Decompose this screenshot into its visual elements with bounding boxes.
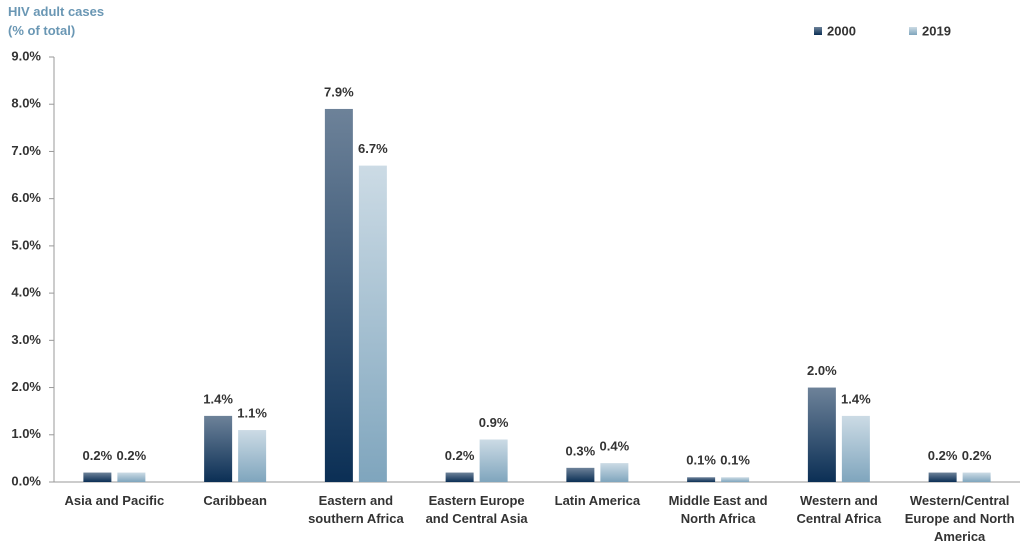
bar	[841, 415, 870, 482]
bar	[807, 387, 836, 482]
bar	[687, 477, 716, 482]
value-label: 0.2%	[928, 448, 958, 463]
y-tick-label: 8.0%	[11, 96, 41, 111]
x-tick-label: Asia and Pacific	[64, 493, 165, 508]
bar	[479, 439, 508, 482]
y-tick-label: 0.0%	[11, 473, 41, 488]
value-label: 0.2%	[117, 448, 147, 463]
y-tick-label: 6.0%	[11, 190, 41, 205]
bar	[928, 472, 957, 482]
value-label: 1.4%	[203, 391, 233, 406]
y-tick-label: 1.0%	[11, 426, 41, 441]
value-label: 0.2%	[445, 448, 475, 463]
value-label: 0.3%	[566, 443, 596, 458]
chart-subtitle: (% of total)	[8, 23, 76, 38]
y-tick-label: 3.0%	[11, 332, 41, 347]
y-tick-label: 5.0%	[11, 237, 41, 252]
value-label: 0.2%	[83, 448, 113, 463]
legend-swatch	[814, 27, 822, 35]
x-tick-label: Western and Central Africa	[796, 493, 882, 526]
bar	[324, 108, 353, 482]
bar	[238, 430, 267, 482]
bar	[83, 472, 112, 482]
bar	[204, 415, 233, 482]
y-tick-label: 9.0%	[11, 48, 41, 63]
bar	[721, 477, 750, 482]
value-label: 0.9%	[479, 415, 509, 430]
legend-label: 2019	[922, 23, 951, 38]
y-tick-label: 7.0%	[11, 143, 41, 158]
x-tick-label: Middle East and North Africa	[668, 493, 768, 526]
bar	[962, 472, 991, 482]
value-label: 0.1%	[720, 453, 750, 468]
bar	[117, 472, 146, 482]
x-tick-label: Eastern and southern Africa	[308, 493, 404, 526]
value-label: 1.4%	[841, 391, 871, 406]
value-label: 1.1%	[237, 405, 267, 420]
y-tick-label: 2.0%	[11, 379, 41, 394]
x-tick-label: Western/Central Europe and North America	[904, 493, 1015, 544]
bar	[358, 165, 387, 482]
bar	[566, 467, 595, 482]
x-tick-label: Eastern Europe and Central Asia	[425, 493, 528, 526]
y-tick-label: 4.0%	[11, 285, 41, 300]
value-label: 6.7%	[358, 141, 388, 156]
legend-swatch	[909, 27, 917, 35]
bar	[600, 463, 629, 482]
chart-title: HIV adult cases	[8, 4, 105, 19]
value-label: 2.0%	[807, 363, 837, 378]
legend-label: 2000	[827, 23, 856, 38]
value-label: 0.4%	[600, 439, 630, 454]
x-tick-label: Latin America	[554, 493, 641, 508]
value-label: 0.2%	[962, 448, 992, 463]
x-tick-label: Caribbean	[203, 493, 267, 508]
value-label: 0.1%	[686, 453, 716, 468]
value-label: 7.9%	[324, 84, 354, 99]
bar	[445, 472, 474, 482]
